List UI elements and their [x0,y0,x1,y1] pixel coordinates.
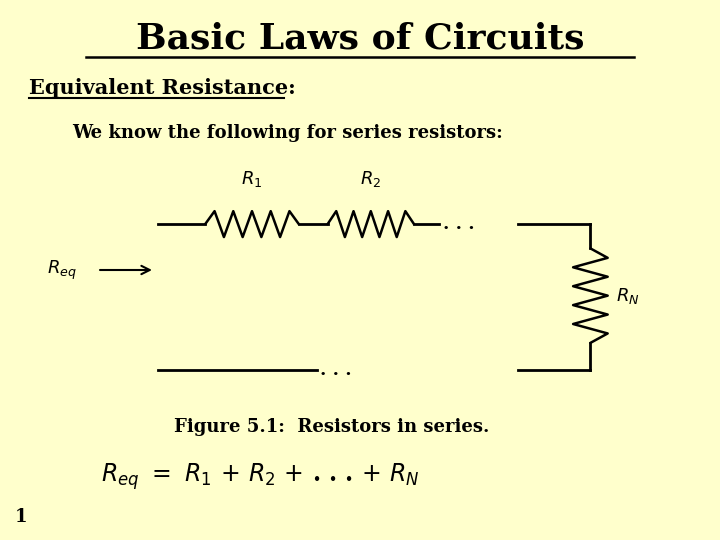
Text: $R_{eq}$: $R_{eq}$ [47,259,76,281]
Text: Equivalent Resistance:: Equivalent Resistance: [29,78,295,98]
Text: $R_{eq}$ $=$ $R_1$ $+$ $R_2$ $+$ . . . $+$ $R_N$: $R_{eq}$ $=$ $R_1$ $+$ $R_2$ $+$ . . . $… [101,462,420,492]
Text: . . .: . . . [320,361,352,379]
Text: Basic Laws of Circuits: Basic Laws of Circuits [136,22,584,56]
Text: . . .: . . . [443,215,474,233]
Text: $R_2$: $R_2$ [360,169,382,189]
Text: We know the following for series resistors:: We know the following for series resisto… [72,124,503,142]
Text: $R_N$: $R_N$ [616,286,639,306]
Text: 1: 1 [14,509,27,526]
Text: $R_1$: $R_1$ [241,169,263,189]
Text: Figure 5.1:  Resistors in series.: Figure 5.1: Resistors in series. [174,418,489,436]
